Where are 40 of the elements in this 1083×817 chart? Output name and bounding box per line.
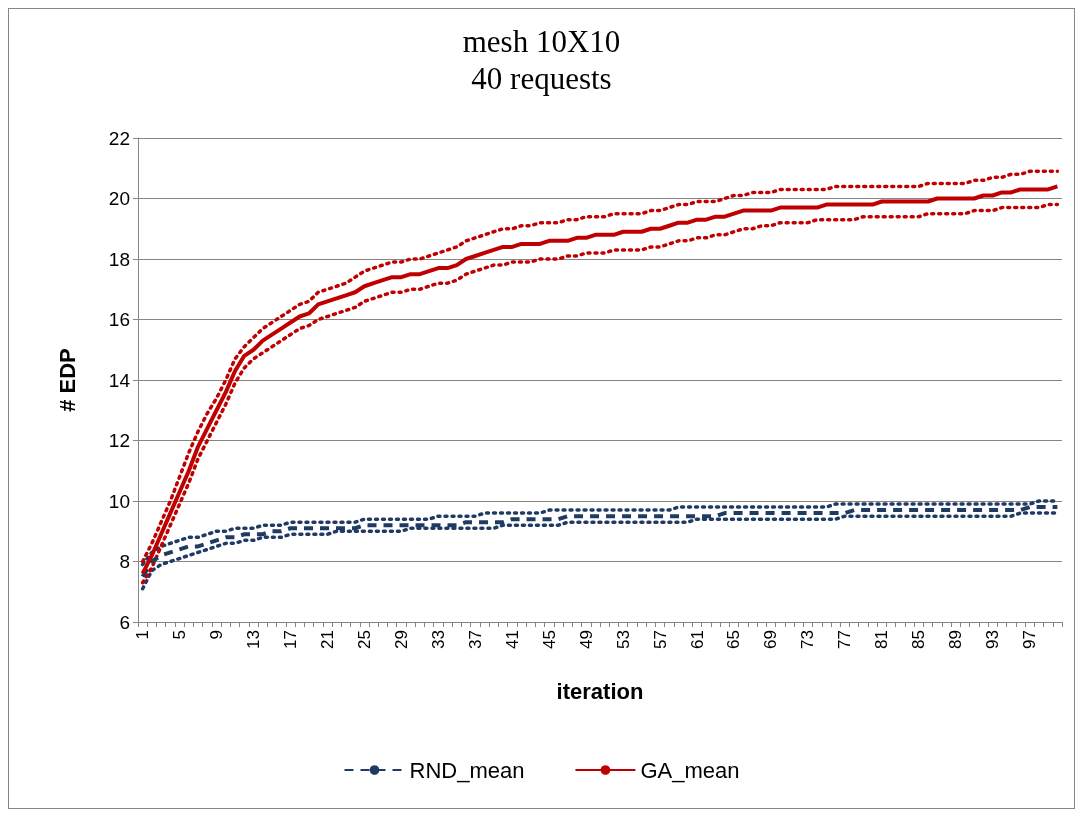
x-tick-label: 77 <box>835 630 855 649</box>
legend-label: RND_mean <box>409 757 525 783</box>
x-tick-label: 25 <box>354 630 374 649</box>
x-tick-label: 33 <box>428 630 448 649</box>
x-tick-label: 97 <box>1020 630 1040 649</box>
chart-title: mesh 10X10 <box>462 24 621 59</box>
y-tick-label: 18 <box>108 248 130 270</box>
x-tick-label: 89 <box>946 630 966 649</box>
x-tick-label: 81 <box>872 630 892 649</box>
x-tick-label: 41 <box>502 630 522 649</box>
x-tick-label: 73 <box>798 630 818 649</box>
x-tick-label: 9 <box>207 630 227 640</box>
y-tick-label: 10 <box>108 490 130 512</box>
x-tick-label: 21 <box>317 630 337 649</box>
x-tick-label: 69 <box>761 630 781 649</box>
legend-label: GA_mean <box>640 757 740 783</box>
x-tick-label: 29 <box>391 630 411 649</box>
y-tick-label: 22 <box>108 127 130 149</box>
chart-subtitle: 40 requests <box>471 61 612 96</box>
x-tick-label: 17 <box>280 630 300 649</box>
y-axis-title: # EDP <box>54 348 80 412</box>
y-tick-label: 20 <box>108 188 130 209</box>
x-tick-label: 61 <box>687 630 707 649</box>
x-tick-label: 53 <box>613 630 633 649</box>
x-tick-label: 65 <box>724 630 744 649</box>
x-tick-label: 37 <box>465 630 485 649</box>
y-tick-label: 14 <box>108 369 131 391</box>
x-tick-label: 57 <box>650 630 670 649</box>
x-tick-label: 5 <box>170 630 190 640</box>
y-tick-label: 12 <box>108 430 130 451</box>
y-tick-label: 16 <box>108 309 130 330</box>
x-axis-title: iteration <box>556 678 644 704</box>
x-tick-label: 93 <box>983 630 1003 649</box>
x-tick-label: 13 <box>244 630 263 649</box>
x-tick-label: 85 <box>909 630 929 649</box>
x-tick-label: 1 <box>133 630 153 640</box>
y-tick-label: 6 <box>119 611 130 633</box>
x-tick-label: 45 <box>539 630 559 649</box>
x-tick-label: 49 <box>576 630 596 649</box>
y-tick-label: 8 <box>119 551 130 572</box>
